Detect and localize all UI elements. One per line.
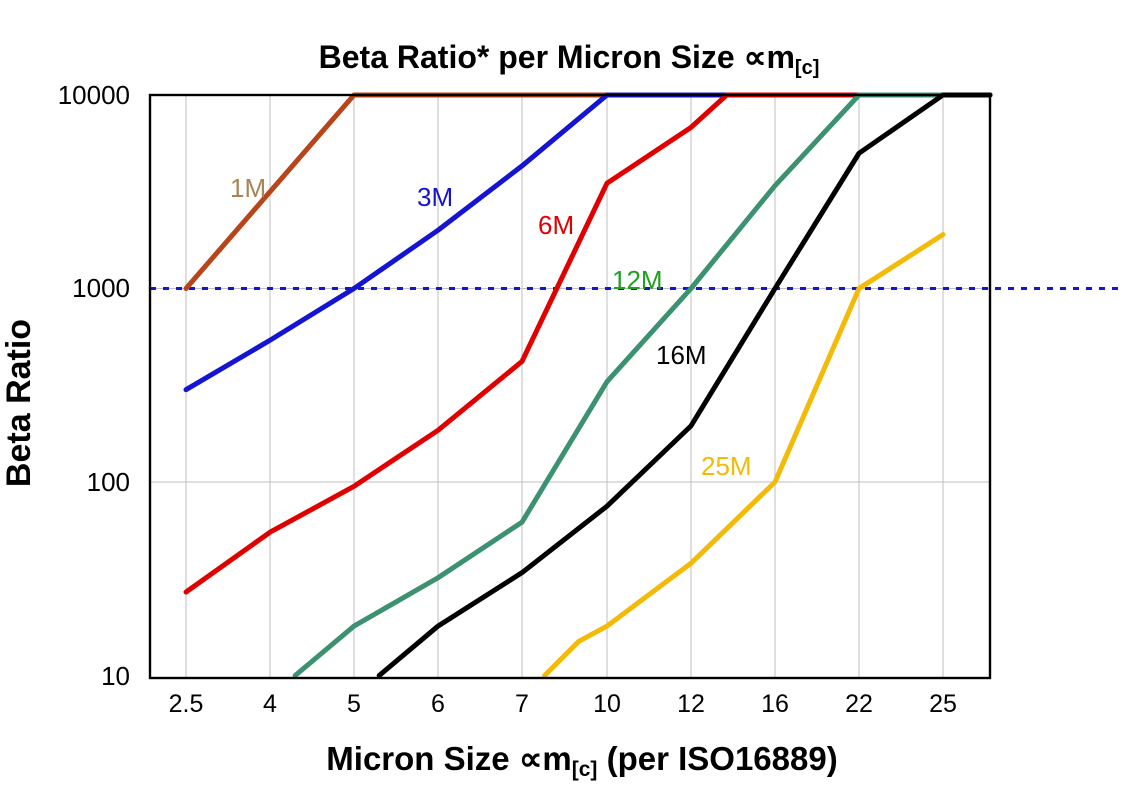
svg-text:16: 16 xyxy=(761,690,789,718)
svg-text:1000: 1000 xyxy=(72,273,130,303)
svg-text:16M: 16M xyxy=(656,340,707,370)
svg-text:100: 100 xyxy=(87,467,130,497)
svg-text:12M: 12M xyxy=(612,265,663,295)
svg-text:2.5: 2.5 xyxy=(169,690,204,718)
svg-text:22: 22 xyxy=(845,690,873,718)
svg-text:6: 6 xyxy=(431,690,445,718)
svg-text:Beta Ratio: Beta Ratio xyxy=(0,319,38,487)
svg-text:10000: 10000 xyxy=(58,80,130,110)
svg-text:5: 5 xyxy=(347,690,361,718)
svg-text:4: 4 xyxy=(263,690,277,718)
svg-text:1M: 1M xyxy=(230,173,266,203)
svg-text:10: 10 xyxy=(593,690,621,718)
svg-text:3M: 3M xyxy=(417,182,453,212)
svg-text:10: 10 xyxy=(101,661,130,691)
svg-text:12: 12 xyxy=(677,690,705,718)
svg-text:6M: 6M xyxy=(538,210,574,240)
svg-text:7: 7 xyxy=(515,690,529,718)
svg-text:25: 25 xyxy=(929,690,957,718)
svg-text:Beta Ratio* per Micron Size ∝m: Beta Ratio* per Micron Size ∝m[c] xyxy=(319,39,820,79)
svg-text:25M: 25M xyxy=(701,451,752,481)
